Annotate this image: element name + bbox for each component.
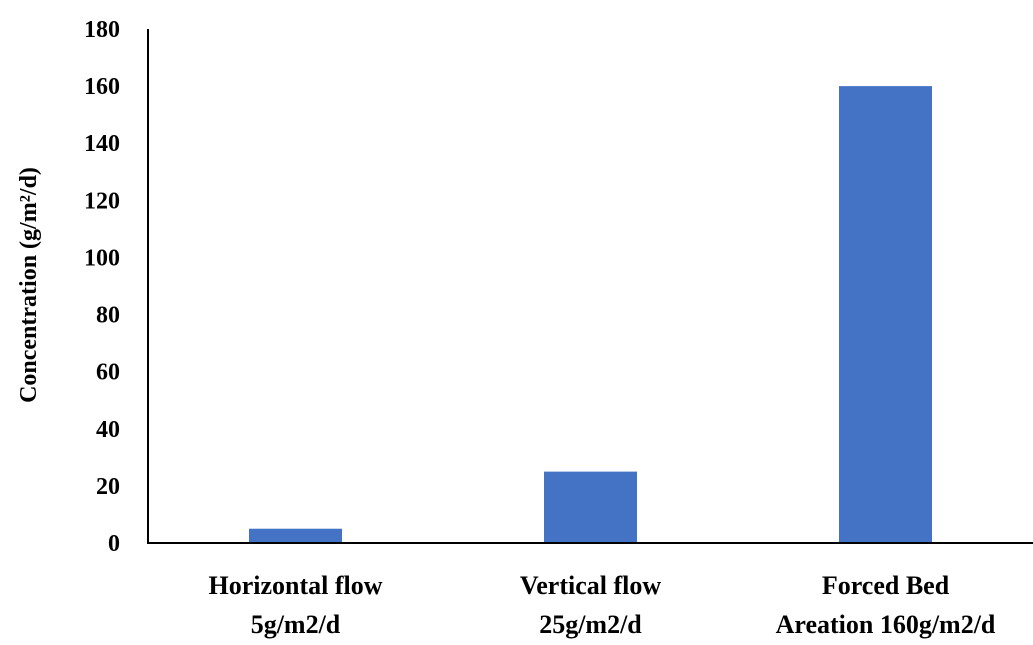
x-category-label-line: Vertical flow: [520, 571, 661, 600]
x-category-label: Horizontal flow 5g/m2/d: [208, 571, 382, 639]
y-axis-title: Concentration (g/m²/d): [16, 167, 42, 403]
x-category-label-line: Horizontal flow: [208, 571, 382, 600]
y-tick-label: 140: [84, 131, 120, 157]
y-tick-label: 0: [108, 531, 120, 557]
x-category-labels: Horizontal flow 5g/m2/d Vertical flow 25g/m…: [208, 571, 995, 639]
y-tick-label: 60: [96, 360, 120, 386]
y-tick-label: 120: [84, 188, 120, 214]
x-category-label-line: Forced Bed: [822, 571, 950, 600]
x-category-label-line: 25g/m2/d: [539, 610, 642, 639]
y-tick-label: 160: [84, 74, 120, 100]
bar: [249, 528, 342, 543]
y-tick-label: 100: [84, 245, 120, 271]
x-category-label: Vertical flow 25g/m2/d: [520, 571, 661, 639]
bar: [544, 471, 637, 543]
y-tick-labels: 0 20 40 60 80 100 120 140 160 180: [84, 17, 120, 557]
bars: [249, 86, 932, 543]
y-axis-title-group: Concentration (g/m²/d): [16, 167, 42, 403]
x-category-label: Forced Bed Areation 160g/m2/d: [776, 571, 996, 639]
y-tick-label: 20: [96, 474, 120, 500]
x-category-label-line: Areation 160g/m2/d: [776, 610, 996, 639]
y-tick-label: 80: [96, 303, 120, 329]
y-tick-label: 180: [84, 17, 120, 43]
y-tick-label: 40: [96, 417, 120, 443]
x-category-label-line: 5g/m2/d: [251, 610, 341, 639]
bar: [839, 86, 932, 543]
